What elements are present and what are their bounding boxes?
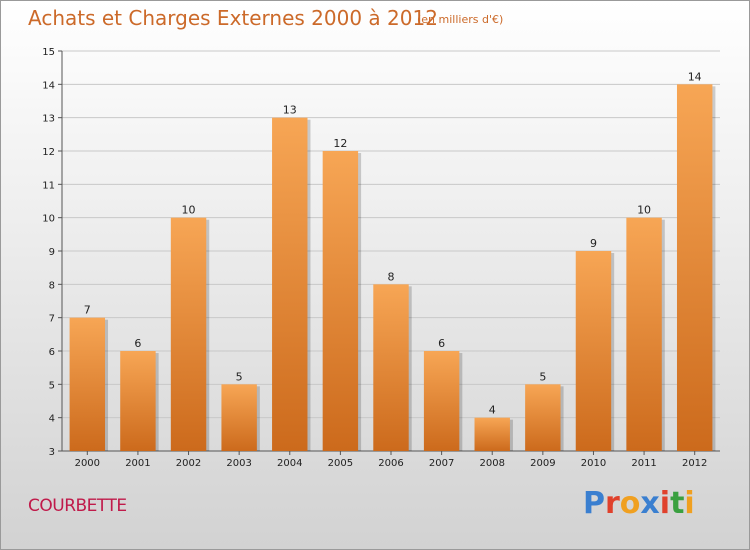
logo-letter: r [605,486,620,521]
x-tick-label: 2007 [429,458,454,469]
y-tick-label: 9 [49,247,55,258]
bar [120,351,156,451]
x-tick-label: 2012 [682,458,707,469]
data-label: 10 [182,204,196,217]
data-label: 13 [283,104,297,117]
logo-letter: o [619,486,641,521]
bar [626,217,662,451]
x-tick-label: 2006 [378,458,403,469]
y-tick-label: 11 [42,180,55,191]
data-label: 5 [539,370,546,383]
bar [423,351,460,451]
data-label: 8 [388,270,395,283]
data-label: 7 [84,304,91,317]
x-tick-label: 2005 [328,458,353,469]
y-tick-label: 15 [42,47,55,58]
logo-letter: i [659,486,671,521]
logo-letter: P [583,486,605,521]
x-tick-label: 2000 [75,458,100,469]
x-tick-label: 2004 [277,458,302,469]
y-tick-label: 8 [49,280,55,291]
bar [373,284,409,451]
y-tick-label: 10 [42,214,55,225]
y-tick-label: 14 [42,80,55,91]
x-tick-label: 2002 [176,458,201,469]
y-tick-label: 13 [42,114,55,125]
x-tick-label: 2003 [226,458,251,469]
proxiti-logo[interactable]: Proxiti [583,486,695,521]
data-label: 14 [688,70,702,83]
bar [221,384,257,451]
y-tick-label: 6 [49,347,55,358]
bar [322,151,359,451]
commune-name: COURBETTE [28,496,127,516]
y-tick-label: 7 [49,314,55,325]
bar [272,117,308,452]
bar [474,417,510,451]
data-label: 6 [134,337,141,350]
data-label: 10 [637,204,651,217]
x-tick-label: 2009 [530,458,555,469]
x-tick-label: 2010 [581,458,606,469]
bar [676,84,713,451]
x-tick-label: 2011 [631,458,656,469]
data-label: 12 [333,137,347,150]
bar [69,317,106,451]
data-label: 9 [590,237,597,250]
logo-letter: t [670,486,685,521]
y-tick-label: 5 [49,380,55,391]
x-tick-label: 2001 [125,458,150,469]
logo-letter: i [684,486,695,521]
data-label: 5 [236,370,243,383]
logo-letter: x [640,486,660,521]
bar [525,384,561,451]
y-tick-label: 12 [42,147,55,158]
data-label: 4 [489,404,496,417]
bar [170,217,207,451]
y-tick-label: 4 [49,414,55,425]
x-tick-label: 2008 [480,458,505,469]
chart-subtitle: (en milliers d'€) [417,13,504,26]
chart-title: Achats et Charges Externes 2000 à 2012 [28,6,438,30]
bar [575,251,612,451]
data-label: 6 [438,337,445,350]
y-tick-label: 3 [49,447,55,458]
